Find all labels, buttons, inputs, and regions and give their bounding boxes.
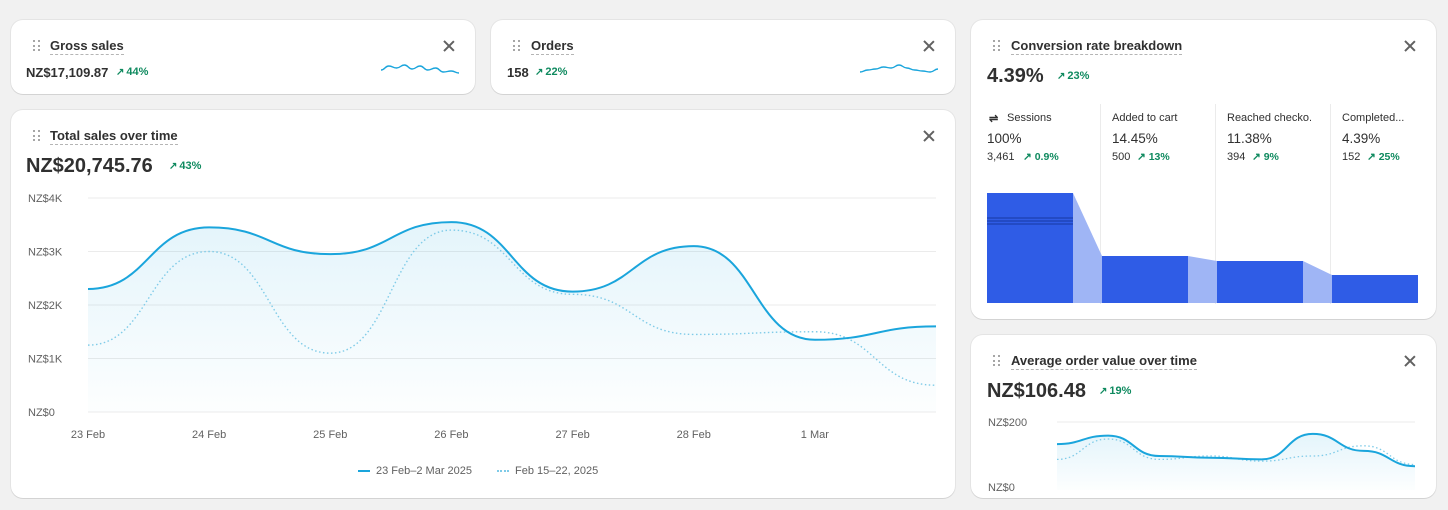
sessions-icon: ⇌ [989,113,999,125]
total-sales-card[interactable]: Total sales over time NZ$20,745.76 ↗ 43% … [11,110,955,498]
step-name: Added to cart [1112,112,1178,124]
metric-value: NZ$106.48 [987,380,1086,402]
step-percent: 14.45% [1112,131,1158,146]
metric-value: NZ$20,745.76 [26,155,153,177]
step-delta: ↗ 13% [1137,151,1170,163]
close-icon[interactable] [922,39,936,53]
drag-handle-icon[interactable] [33,130,41,142]
aov-card[interactable]: Average order value over time NZ$106.48 … [971,335,1436,498]
sales-line-chart: NZ$4K NZ$3K NZ$2K NZ$1K NZ$0 23 Feb 24 Feb 25 F… [28,193,937,441]
trend-badge: ↗ 19% [1099,385,1132,397]
aov-line-chart [1056,421,1416,490]
arrow-up-right-icon: ↗ [169,160,178,172]
series-area [88,222,936,412]
legend-previous[interactable]: Feb 15–22, 2025 [497,465,598,477]
funnel-connector [1188,256,1217,303]
step-percent: 4.39% [1342,131,1381,146]
close-icon[interactable] [442,39,456,53]
x-tick-label: 27 Feb [555,429,589,441]
close-icon[interactable] [922,129,936,143]
step-name: Completed... [1342,112,1405,124]
step-delta: ↗ 0.9% [1023,151,1059,163]
x-tick-label: 1 Mar [801,429,829,441]
x-tick-label: 24 Feb [192,429,226,441]
card-title[interactable]: Gross sales [50,38,124,55]
drag-handle-icon[interactable] [513,40,521,52]
card-title[interactable]: Orders [531,38,574,55]
arrow-up-right-icon: ↗ [535,66,544,78]
step-count: 500 [1112,151,1131,163]
trend-badge: ↗ 22% [535,66,568,78]
funnel-connector [1073,193,1102,303]
funnel-connector [1303,261,1332,303]
card-title[interactable]: Conversion rate breakdown [1011,38,1183,55]
x-tick-label: 28 Feb [677,429,711,441]
y-tick-label: NZ$4K [28,193,63,205]
funnel-bar [1332,275,1418,303]
card-title[interactable]: Average order value over time [1011,353,1197,370]
drag-handle-icon[interactable] [993,355,1001,367]
step-name: Reached checko... [1227,112,1311,124]
sparkline [380,64,460,74]
legend-current[interactable]: 23 Feb–2 Mar 2025 [358,465,472,477]
gross-sales-card[interactable]: Gross sales NZ$17,109.87 ↗ 44% [11,20,475,94]
close-icon[interactable] [1403,39,1417,53]
divider [1330,104,1331,304]
x-tick-label: 23 Feb [71,429,105,441]
y-tick-label: NZ$3K [28,247,63,259]
drag-handle-icon[interactable] [993,40,1001,52]
metric-value: 158 [507,65,529,80]
trend-badge: ↗ 44% [116,66,149,78]
series-line-current [87,221,937,341]
divider [1100,104,1101,304]
drag-handle-icon[interactable] [33,40,41,52]
orders-card[interactable]: Orders 158 ↗ 22% [491,20,955,94]
card-title[interactable]: Total sales over time [50,128,178,145]
trend-badge: ↗ 43% [169,160,202,172]
x-tick-label: 25 Feb [313,429,347,441]
divider [1215,104,1216,304]
trend-badge: ↗ 23% [1057,70,1090,82]
y-tick-label: NZ$0 [28,407,55,419]
funnel-bar [1217,261,1303,303]
arrow-up-right-icon: ↗ [116,66,125,78]
legend-solid-swatch [358,470,370,472]
arrow-up-right-icon: ↗ [1099,385,1108,397]
step-name: Sessions [1007,112,1052,124]
step-delta: ↗ 25% [1367,151,1400,163]
y-tick-label: NZ$1K [28,354,63,366]
close-icon[interactable] [1403,354,1417,368]
y-tick-label: NZ$0 [988,482,1015,494]
y-tick-label: NZ$200 [988,417,1028,429]
step-count: 3,461 [987,151,1015,163]
series-line-current [1056,432,1416,468]
conversion-funnel-chart [987,193,1418,303]
sparkline [859,64,939,73]
metric-value: NZ$17,109.87 [26,65,109,80]
metric-value: 4.39% [987,65,1044,87]
legend-dotted-swatch [497,470,509,472]
series-area [1057,433,1415,490]
step-percent: 11.38% [1227,131,1272,146]
step-count: 394 [1227,151,1246,163]
funnel-bar [1102,256,1188,303]
step-delta: ↗ 9% [1252,151,1279,163]
x-tick-label: 26 Feb [434,429,468,441]
y-tick-label: NZ$2K [28,300,63,312]
step-count: 152 [1342,151,1361,163]
arrow-up-right-icon: ↗ [1057,70,1066,82]
step-percent: 100% [987,131,1022,146]
conversion-card[interactable]: Conversion rate breakdown 4.39% ↗ 23% ⇌ S… [971,20,1436,319]
funnel-bar [987,193,1073,303]
